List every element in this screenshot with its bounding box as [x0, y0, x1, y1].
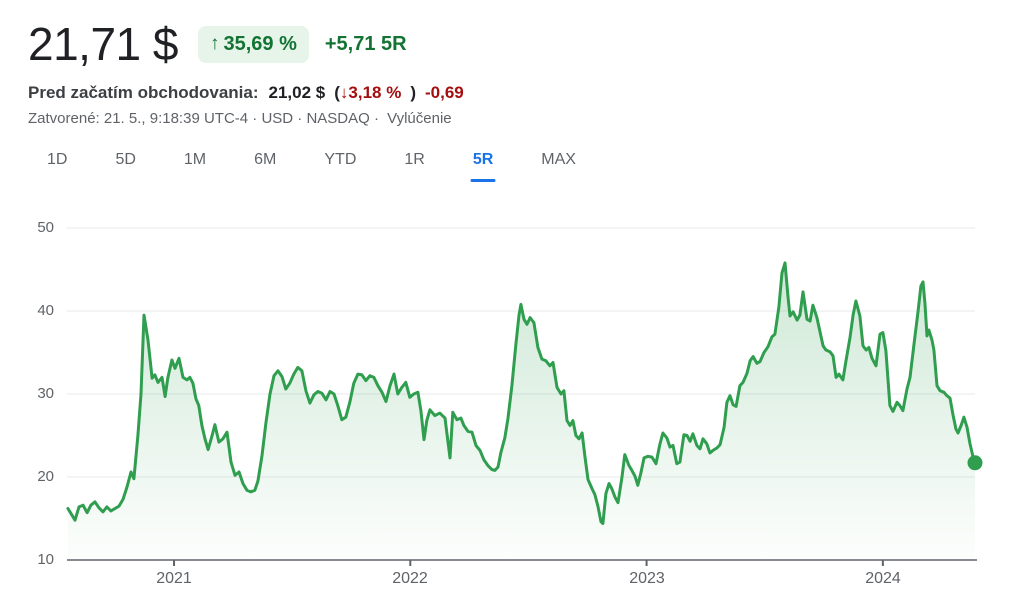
y-tick-label: 30	[37, 385, 54, 402]
tab-ytd[interactable]: YTD	[324, 151, 357, 169]
x-tick-label: 2021	[156, 570, 192, 587]
market-status-row: Zatvorené: 21. 5., 9:18:39 UTC-4 · USD ·…	[28, 110, 1018, 127]
tab-1m[interactable]: 1M	[183, 151, 207, 169]
premarket-row: Pred začatím obchodovania: 21,02 $ ( ↓ 3…	[28, 83, 1018, 103]
arrow-down-icon: ↓	[339, 83, 349, 103]
area-fill	[67, 262, 975, 560]
price-header: 21,71 $ ↑ 35,69 % +5,71 5R	[28, 18, 1018, 70]
tab-5r-active[interactable]: 5R	[473, 151, 493, 173]
change-absolute: +5,71 5R	[324, 32, 407, 55]
y-tick-label: 40	[37, 302, 54, 319]
tab-6m[interactable]: 6M	[254, 151, 277, 169]
change-percent-badge: ↑ 35,69 %	[197, 25, 309, 63]
premarket-label: Pred začatím obchodovania:	[28, 83, 259, 103]
closed-info: Zatvorené: 21. 5., 9:18:39 UTC-4 · USD ·…	[28, 110, 379, 128]
tab-max[interactable]: MAX	[541, 151, 576, 169]
premarket-change: -0,69	[425, 83, 464, 103]
premarket-price: 21,02 $	[268, 83, 326, 103]
disclaimer-link[interactable]: Vylúčenie	[387, 110, 452, 128]
current-price: 21,71 $	[28, 18, 178, 70]
arrow-up-icon: ↑	[209, 33, 220, 55]
x-axis-ticks	[173, 560, 884, 566]
x-tick-label: 2024	[865, 570, 901, 587]
time-range-tabs: 1D 5D 1M 6M YTD 1R 5R MAX	[47, 151, 1018, 173]
y-tick-label: 10	[37, 551, 54, 568]
y-tick-label: 50	[37, 219, 54, 236]
premarket-percent: 3,18 %	[348, 83, 402, 103]
y-tick-label: 20	[37, 468, 54, 485]
price-line	[66, 261, 977, 525]
tab-5d[interactable]: 5D	[115, 151, 136, 169]
change-percent-value: 35,69 %	[223, 32, 297, 55]
x-tick-label: 2023	[629, 570, 665, 587]
tab-1d[interactable]: 1D	[47, 151, 68, 169]
paren-close: )	[410, 83, 417, 103]
x-tick-label: 2022	[392, 570, 428, 587]
latest-price-dot	[967, 455, 983, 471]
paren-open: (	[334, 83, 340, 103]
tab-1r[interactable]: 1R	[404, 151, 425, 169]
